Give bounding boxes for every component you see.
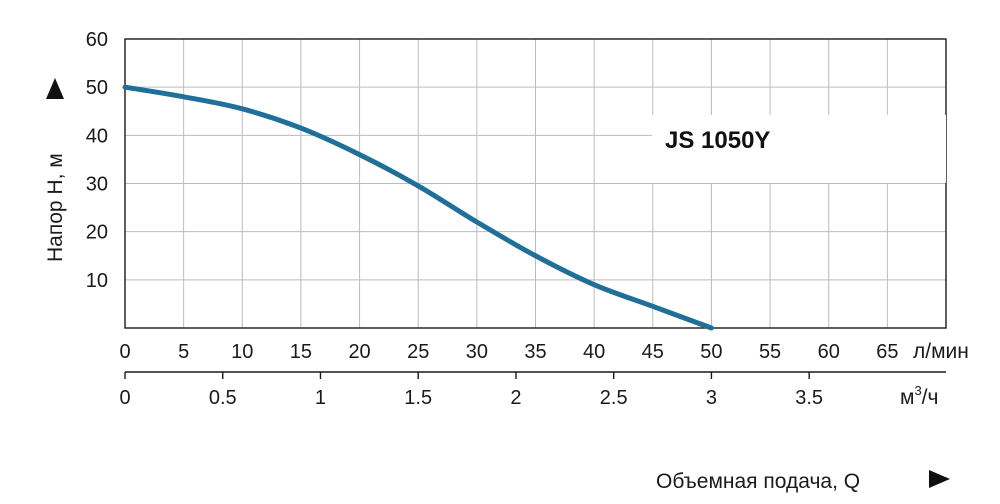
y-tick-label: 50 (86, 77, 108, 99)
x-tick-label: 20 (348, 341, 370, 363)
secondary-tick-label: 0.5 (209, 387, 237, 409)
x-secondary-unit: м3/ч (900, 383, 938, 409)
x-tick-label: 55 (759, 341, 781, 363)
secondary-tick-label: 1.5 (404, 387, 432, 409)
x-tick-labels: 0 5 10 15 20 25 30 35 40 45 50 55 60 65 (119, 341, 898, 363)
y-tick-labels: 10 20 30 40 50 60 (86, 29, 108, 292)
secondary-tick-label: 3.5 (795, 387, 823, 409)
secondary-axis-ticks: 0 0.5 1 1.5 2 2.5 3 3.5 (119, 372, 823, 409)
secondary-tick-label: 0 (119, 387, 130, 409)
x-axis-arrow-icon (929, 470, 950, 488)
x-tick-label: 10 (231, 341, 253, 363)
model-label: JS 1050Y (665, 127, 770, 154)
x-tick-label: 45 (642, 341, 664, 363)
x-tick-label: 30 (466, 341, 488, 363)
x-secondary-unit-sup: 3 (914, 383, 921, 398)
secondary-tick-label: 3 (706, 387, 717, 409)
x-primary-unit: л/мин (913, 340, 969, 363)
x-tick-label: 60 (818, 341, 840, 363)
secondary-tick-label: 2 (510, 387, 521, 409)
x-tick-label: 65 (876, 341, 898, 363)
x-axis-footer-label: Объемная подача, Q (656, 470, 860, 493)
y-tick-label: 40 (86, 125, 108, 147)
x-tick-label: 15 (290, 341, 312, 363)
x-tick-label: 25 (407, 341, 429, 363)
model-label-background (652, 115, 946, 183)
y-tick-label: 20 (86, 222, 108, 244)
y-tick-label: 60 (86, 29, 108, 51)
secondary-tick-label: 1 (315, 387, 326, 409)
x-secondary-unit-base: м (900, 386, 914, 409)
y-tick-label: 30 (86, 174, 108, 196)
x-tick-label: 50 (700, 341, 722, 363)
grid (125, 39, 946, 328)
secondary-tick-label: 2.5 (600, 387, 628, 409)
x-tick-label: 5 (178, 341, 189, 363)
x-secondary-unit-tail: /ч (922, 386, 939, 409)
x-tick-label: 40 (583, 341, 605, 363)
y-tick-label: 10 (86, 270, 108, 292)
performance-curve (122, 84, 714, 331)
plot-frame (124, 38, 947, 329)
x-tick-label: 0 (119, 341, 130, 363)
x-tick-label: 35 (524, 341, 546, 363)
y-axis-label: Напор H, м (44, 153, 67, 262)
y-axis-arrow-icon (46, 78, 64, 99)
